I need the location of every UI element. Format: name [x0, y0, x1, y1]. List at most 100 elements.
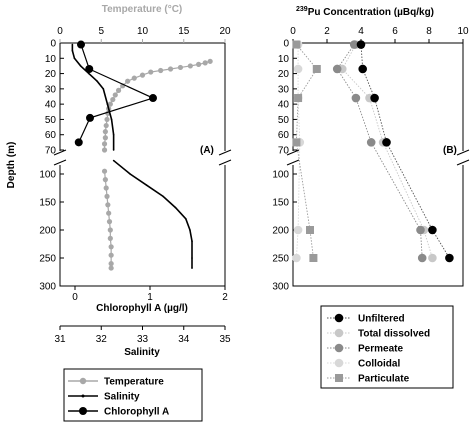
salinity-point-16 — [185, 218, 187, 220]
temperature-point-23 — [101, 147, 108, 153]
panel-a-series — [71, 40, 213, 271]
temperature-point-33 — [108, 244, 114, 250]
panel-a-legend: Temperature Salinity Chlorophyll A — [63, 368, 203, 422]
salinity-point-11 — [112, 159, 115, 162]
panel-b-frame — [292, 42, 464, 287]
chlorophyll-a-point-1 — [85, 64, 94, 73]
panel-b-title-text: Pu Concentration (µBq/kg) — [308, 7, 434, 18]
salinity-point-4 — [88, 72, 90, 75]
permeate-line-1 — [370, 142, 423, 259]
temperature-axis-label: Temperature (°C) — [102, 4, 183, 15]
panel-b-legend: Unfiltered Total dissolved Permeate Colloid… — [320, 305, 454, 389]
chlorophyll-axis-label: Chlorophyll A (µg/l) — [96, 303, 188, 314]
pu-tick-label-0: 0 — [290, 26, 296, 37]
legend-b-marker-particulate — [335, 374, 343, 382]
chlorophyll-a-point-3 — [86, 113, 94, 122]
temperature-point-28 — [105, 202, 111, 208]
panel-b-axis-break — [286, 149, 470, 166]
depth-axis-label: Depth (m) — [6, 142, 17, 189]
legend-b-marker-colloidal — [334, 358, 344, 368]
temp-tick-label-1: 5 — [98, 26, 104, 37]
temperature-point-14 — [110, 96, 116, 103]
unfiltered-point-2 — [370, 93, 379, 103]
sal-tick-label-4: 35 — [219, 334, 231, 345]
temperature-point-24 — [101, 168, 108, 174]
permeate-point-4 — [416, 225, 425, 235]
legend-a-label-chlorophyll-a: Chlorophyll A — [104, 407, 169, 418]
chlorophyll-axis: 0 1 2 Chlorophyll A (µg/l) — [72, 286, 228, 314]
salinity-point-15 — [174, 206, 177, 209]
particulate-point-1 — [312, 64, 321, 73]
permeate-point-1 — [332, 64, 342, 74]
depth-b-tick-label-12: 300 — [272, 282, 289, 293]
temperature-point-20 — [102, 129, 108, 135]
depth-b-tick-label-7: 70 — [278, 146, 290, 157]
temperature-point-6 — [158, 67, 164, 74]
pu-tick-label-5: 10 — [457, 26, 469, 37]
depth-b-tick-label-8: 100 — [272, 170, 289, 181]
colloidal-point-4 — [293, 225, 303, 235]
sal-tick-label-2: 33 — [137, 334, 149, 345]
depth-b-tick-label-1: 10 — [278, 54, 290, 65]
temperature-axis: 0 5 10 15 20 Temperature (°C) — [57, 4, 231, 43]
temp-tick-label-2: 10 — [137, 26, 149, 37]
salinity-point-10 — [112, 149, 115, 151]
panel-b: 239Pu Concentration (µBq/kg) (B) 0 10 20 30… — [272, 6, 470, 389]
depth-b-tick-label-2: 20 — [278, 69, 290, 80]
salinity-point-17 — [189, 229, 191, 231]
unfiltered-line-0 — [360, 44, 387, 143]
depth-tick-label-0: 0 — [50, 39, 56, 50]
depth-b-tick-label-3: 30 — [278, 84, 290, 95]
temp-tick-label-3: 15 — [178, 26, 190, 37]
panel-b-title-sup: 239 — [296, 6, 308, 13]
panel-a-label: (A) — [200, 145, 214, 156]
panel-a: (A) Depth (m) 01020304050607010015020025… — [6, 4, 232, 422]
particulate-point-5 — [309, 254, 318, 262]
legend-a-label-temperature: Temperature — [104, 377, 164, 388]
temperature-point-32 — [107, 235, 113, 241]
sal-tick-label-0: 31 — [54, 334, 66, 345]
legend-b-entries: Unfiltered Total dissolved Permeate Colloid… — [327, 314, 430, 385]
pu-tick-label-1: 2 — [324, 26, 330, 37]
legend-b-label-colloidal: Colloidal — [358, 359, 400, 370]
depth-tick-label-11: 250 — [39, 254, 56, 265]
chlorophyll-a-point-2 — [149, 94, 157, 103]
chl-tick-label-2: 2 — [222, 292, 228, 303]
temperature-point-36 — [108, 265, 114, 271]
temperature-point-30 — [106, 219, 113, 225]
particulate-point-2 — [294, 94, 303, 103]
depth-tick-label-6: 60 — [45, 130, 57, 141]
depth-b-tick-label-6: 60 — [278, 130, 290, 141]
depth-tick-label-1: 10 — [45, 54, 57, 65]
pu-tick-label-3: 6 — [392, 26, 398, 37]
permeate-point-0 — [349, 40, 359, 49]
panel-b-series — [292, 40, 454, 263]
panel-a-axis-break — [53, 149, 232, 166]
panel-b-label: (B) — [443, 145, 457, 156]
salinity-point-3 — [79, 65, 82, 67]
sal-tick-label-3: 34 — [178, 334, 190, 345]
temperature-point-18 — [104, 116, 110, 123]
temperature-point-13 — [112, 92, 118, 98]
temp-tick-label-4: 20 — [219, 26, 231, 37]
legend-b-label-particulate: Particulate — [358, 374, 410, 385]
temperature-point-15 — [107, 101, 113, 107]
chl-tick-label-1: 1 — [147, 292, 153, 303]
salinity-point-19 — [191, 257, 193, 259]
temperature-point-9 — [131, 75, 137, 81]
temperature-point-34 — [108, 252, 114, 258]
salinity-axis-label: Salinity — [124, 347, 160, 358]
depth-tick-label-7: 70 — [45, 146, 57, 157]
temperature-point-2 — [196, 61, 202, 67]
temperature-point-12 — [115, 87, 122, 93]
sal-tick-label-1: 32 — [96, 334, 108, 345]
pu-tick-label-2: 4 — [358, 26, 364, 37]
temperature-point-31 — [107, 227, 113, 233]
salinity-point-5 — [96, 80, 98, 83]
salinity-point-14 — [162, 195, 164, 198]
temperature-point-1 — [202, 60, 208, 66]
legend-b-label-unfiltered: Unfiltered — [358, 314, 405, 325]
salinity-point-9 — [112, 133, 115, 136]
legend-a-entries: Temperature Salinity Chlorophyll A — [68, 377, 169, 418]
